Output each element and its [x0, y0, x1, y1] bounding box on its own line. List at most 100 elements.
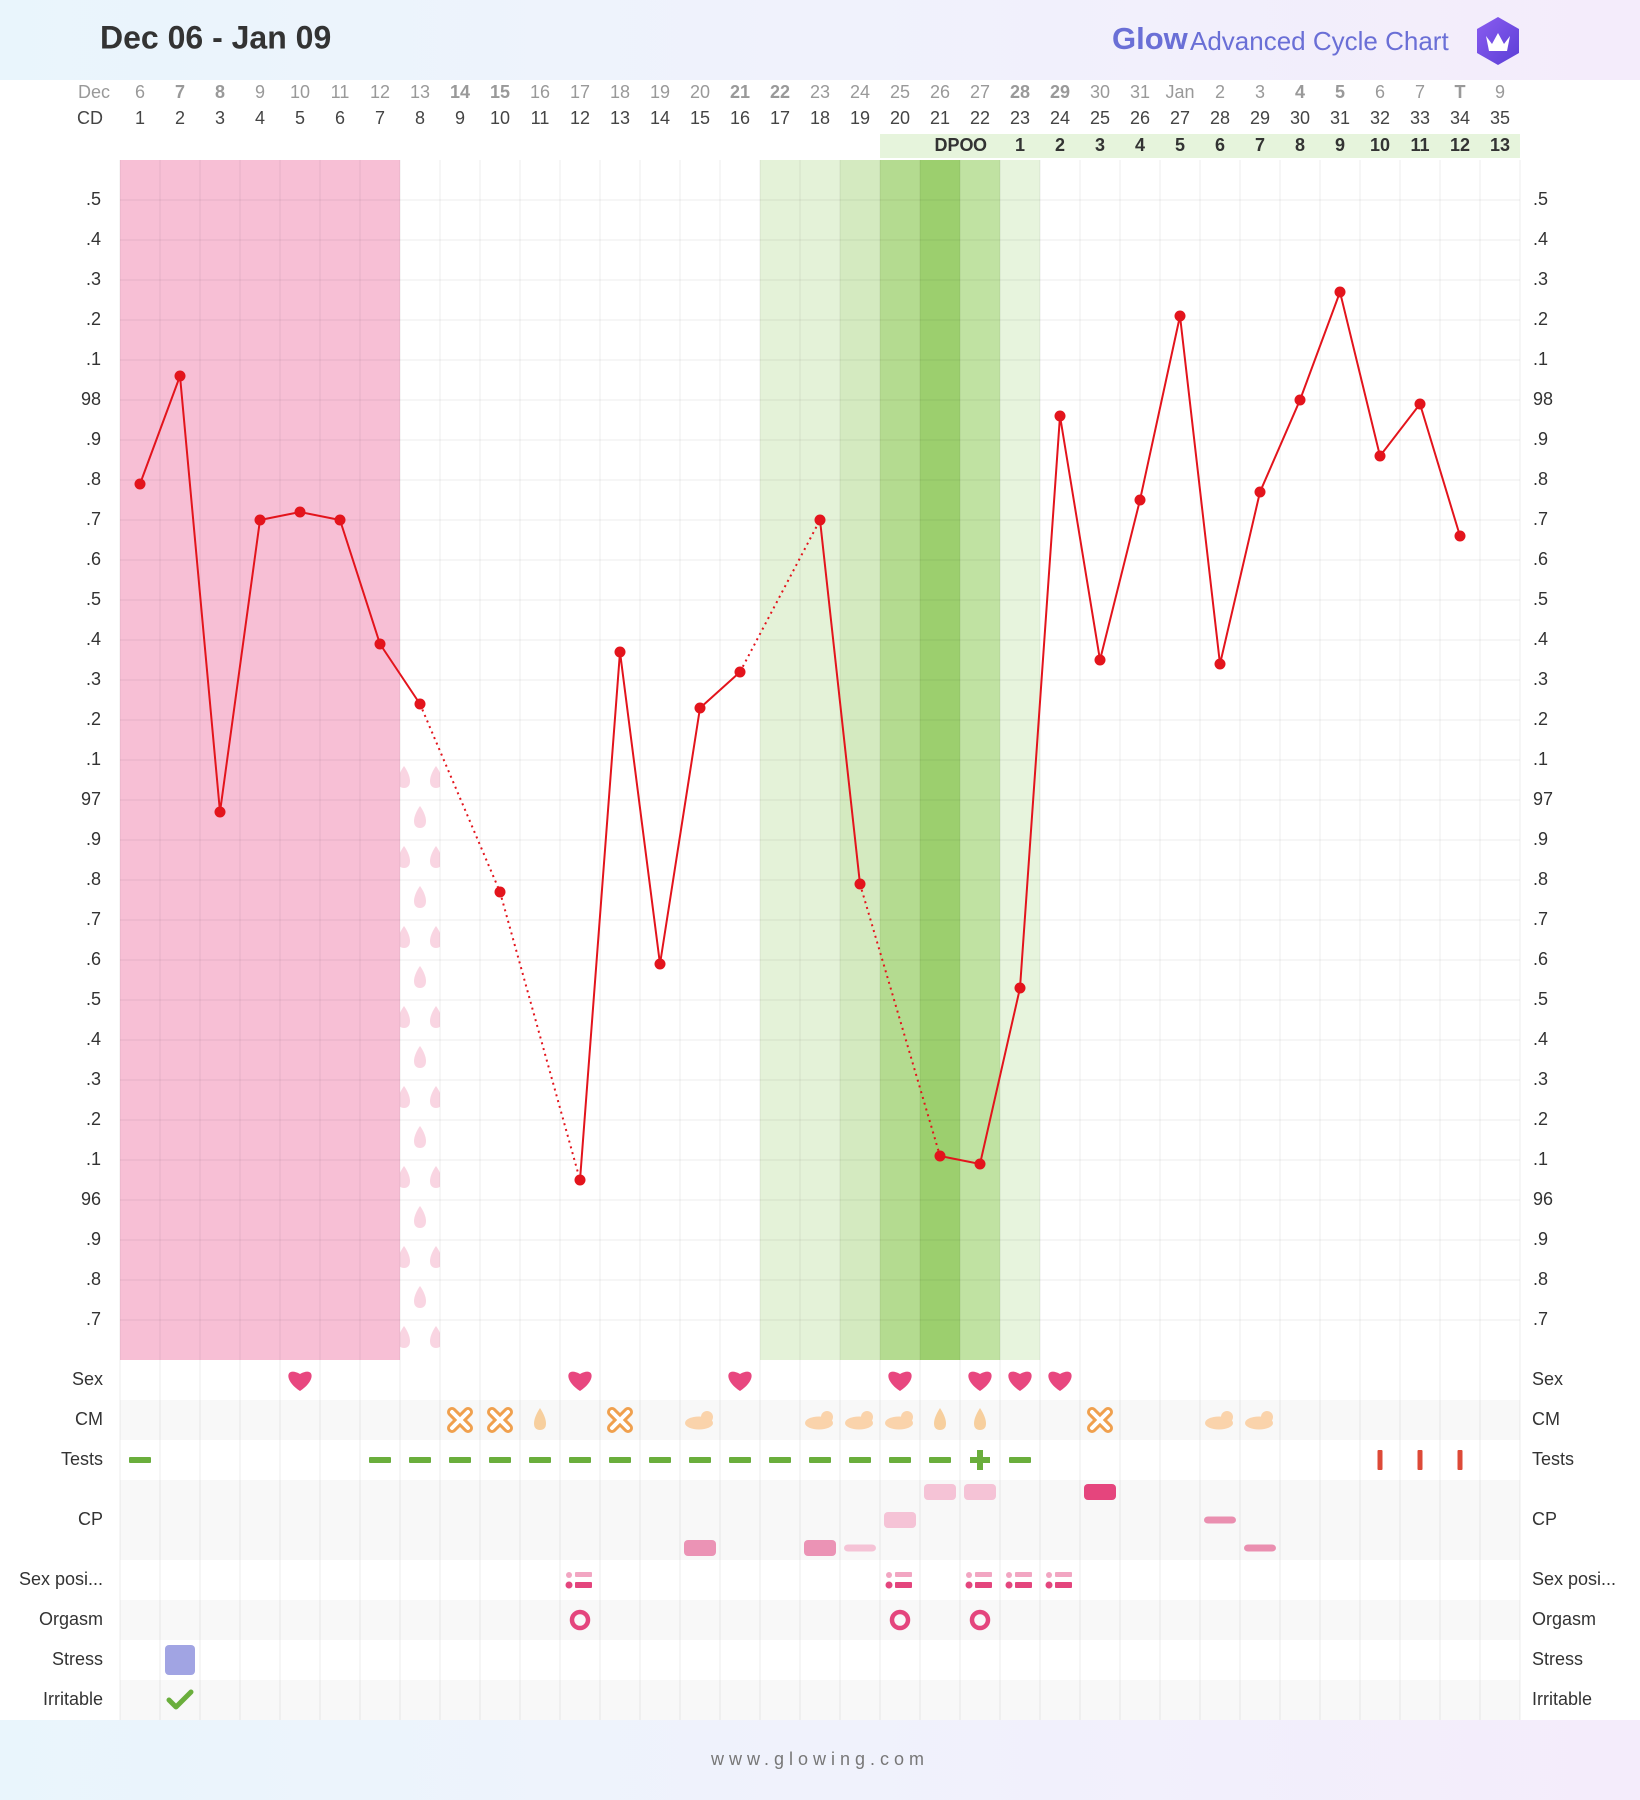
temperature-point — [574, 1174, 586, 1186]
spot-drop — [430, 846, 440, 868]
row-label-right: CP — [1532, 1509, 1557, 1529]
date-label: 17 — [570, 82, 590, 102]
ring — [969, 1609, 991, 1631]
cd-label: 15 — [690, 108, 710, 128]
cp-thin — [1204, 1516, 1236, 1524]
cp-dark-icon — [1084, 1484, 1116, 1500]
spot-drop — [400, 1166, 410, 1188]
cd-label: 19 — [850, 108, 870, 128]
date-label: 10 — [290, 82, 310, 102]
check — [166, 1689, 194, 1710]
y-tick-label-right: .8 — [1533, 1269, 1548, 1289]
row-label-right: Orgasm — [1532, 1609, 1596, 1629]
date-label: 30 — [1090, 82, 1110, 102]
date-label: T — [1455, 82, 1466, 102]
y-tick-label-right: .3 — [1533, 669, 1548, 689]
drop-icon — [534, 1408, 546, 1430]
temperature-point — [414, 698, 426, 710]
cross-icon — [607, 1407, 633, 1433]
spot-drop — [400, 1326, 410, 1348]
interpolated-segment — [419, 703, 501, 893]
date-label: 28 — [1010, 82, 1030, 102]
dpo-value: 13 — [1490, 135, 1510, 155]
date-label: 22 — [770, 82, 790, 102]
dash-icon — [1009, 1457, 1031, 1463]
row-label-right: Sex — [1532, 1369, 1563, 1389]
spot-drop — [414, 1046, 426, 1068]
sexpos — [965, 1581, 973, 1589]
cp-dark — [1084, 1484, 1116, 1500]
creamy — [861, 1411, 873, 1423]
temperature-point — [174, 370, 186, 382]
spot-drop — [430, 1006, 440, 1028]
y-tick-label: .9 — [86, 429, 101, 449]
temperature-point — [1054, 410, 1066, 422]
cp-mid-icon — [804, 1540, 836, 1556]
cd-label: 25 — [1090, 108, 1110, 128]
header-band — [0, 0, 1640, 80]
y-tick-label: .9 — [86, 1229, 101, 1249]
heart — [568, 1371, 592, 1391]
date-label: 6 — [1375, 82, 1385, 102]
y-tick-label: .7 — [86, 1309, 101, 1329]
cp-light-icon — [964, 1484, 996, 1500]
dpo-value: 5 — [1175, 135, 1185, 155]
row-label: Stress — [52, 1649, 103, 1669]
sexpos — [1006, 1572, 1012, 1578]
cross — [490, 1410, 510, 1430]
row-label: Sex posi... — [19, 1569, 103, 1589]
cd-label: 8 — [415, 108, 425, 128]
sexpos — [1005, 1581, 1013, 1589]
dpo-value: 9 — [1335, 135, 1345, 155]
sexpos — [565, 1581, 573, 1589]
cp-mid — [804, 1540, 836, 1556]
row-label: Orgasm — [39, 1609, 103, 1629]
dash — [649, 1457, 671, 1463]
temperature-line — [819, 519, 861, 885]
cd-label: 26 — [1130, 108, 1150, 128]
heart — [1048, 1371, 1072, 1391]
cd-label: 4 — [255, 108, 265, 128]
square-icon — [165, 1645, 195, 1675]
dash — [689, 1457, 711, 1463]
ring — [569, 1609, 591, 1631]
cd-label: 20 — [890, 108, 910, 128]
date-label: 16 — [530, 82, 550, 102]
cd-label: 7 — [375, 108, 385, 128]
dash-icon — [609, 1457, 631, 1463]
crown-badge — [1477, 17, 1519, 65]
y-tick-label: .2 — [86, 309, 101, 329]
row-label: Tests — [61, 1449, 103, 1469]
date-label: 26 — [930, 82, 950, 102]
y-tick-label-right: 97 — [1533, 789, 1553, 809]
spot-drop — [400, 1006, 410, 1028]
y-tick-label-right: .7 — [1533, 509, 1548, 529]
dpo-value: 8 — [1295, 135, 1305, 155]
drop — [974, 1408, 986, 1430]
cd-label: 24 — [1050, 108, 1070, 128]
cross — [450, 1410, 470, 1430]
chart-subtitle: Advanced Cycle Chart — [1190, 26, 1449, 56]
y-tick-label: .7 — [86, 909, 101, 929]
cp-light-icon — [924, 1484, 956, 1500]
creamy — [1261, 1411, 1273, 1423]
temperature-point — [374, 638, 386, 650]
sexpos — [966, 1572, 972, 1578]
y-tick-label: .4 — [86, 629, 101, 649]
temperature-point — [814, 514, 826, 526]
heart-icon — [568, 1371, 592, 1391]
drop-icon — [934, 1408, 946, 1430]
spot-drop — [430, 1326, 440, 1348]
date-label: 14 — [450, 82, 470, 102]
y-tick-label: 97 — [81, 789, 101, 809]
date-label: 15 — [490, 82, 510, 102]
y-tick-label-right: .4 — [1533, 1029, 1548, 1049]
date-label: 7 — [175, 82, 185, 102]
cp-mid-icon — [684, 1540, 716, 1556]
date-label: 11 — [331, 82, 350, 102]
dash-icon — [649, 1457, 671, 1463]
date-label: 31 — [1130, 82, 1150, 102]
dash — [369, 1457, 391, 1463]
temperature-point — [974, 1158, 986, 1170]
y-tick-label: .3 — [86, 1069, 101, 1089]
